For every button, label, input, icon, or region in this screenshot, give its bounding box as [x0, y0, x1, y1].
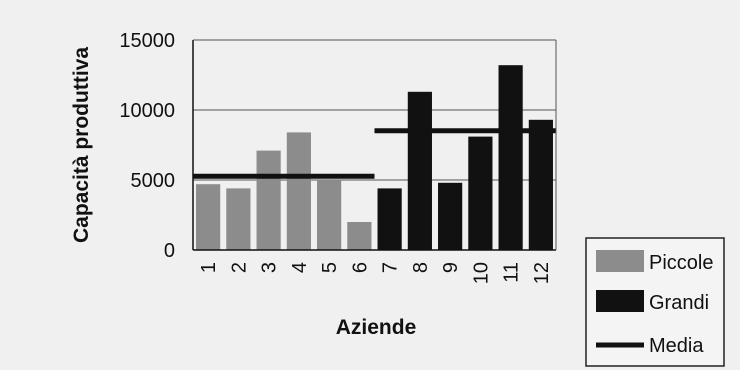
bar-grandi-11: [498, 65, 523, 250]
x-tick-label: 2: [228, 262, 250, 273]
legend-label-media: Media: [649, 335, 704, 357]
x-axis-title: Aziende: [336, 316, 417, 339]
y-tick-label: 5000: [131, 170, 176, 192]
bars: [196, 65, 553, 250]
x-tick-label: 8: [410, 262, 432, 273]
x-tick-label: 9: [440, 262, 462, 273]
x-tick-labels: 1 2 3 4 5 6 7 8 9 10 11 12: [198, 262, 553, 284]
y-axis-title: Capacità produttiva: [70, 47, 93, 243]
y-tick-label: 15000: [119, 30, 175, 52]
media-lines: [193, 128, 556, 179]
bar-piccole-3: [256, 150, 281, 250]
legend-swatch-grandi: [596, 290, 644, 312]
y-tick-labels: 0 5000 10000 15000: [119, 30, 175, 262]
x-tick-label: 6: [349, 262, 371, 273]
x-tick-label: 11: [501, 262, 523, 283]
bar-grandi-9: [438, 182, 463, 250]
y-tick-label: 10000: [119, 100, 175, 122]
bar-piccole-1: [196, 184, 221, 250]
axes: [192, 39, 557, 251]
bar-grandi-7: [377, 188, 402, 250]
x-tick-label: 7: [380, 262, 402, 273]
bar-grandi-10: [468, 136, 493, 250]
bar-grandi-12: [528, 119, 553, 250]
x-tick-label: 3: [259, 262, 281, 273]
x-tick-label: 10: [470, 262, 492, 284]
bar-piccole-2: [226, 188, 251, 250]
x-tick-label: 4: [289, 262, 311, 273]
bar-piccole-6: [347, 222, 372, 250]
legend: Piccole Grandi Media: [585, 237, 725, 367]
legend-label-piccole: Piccole: [649, 252, 713, 274]
y-tick-label: 0: [164, 240, 175, 262]
bar-grandi-8: [407, 91, 432, 250]
bar-piccole-4: [286, 132, 311, 250]
legend-label-grandi: Grandi: [649, 292, 709, 314]
bar-piccole-5: [317, 180, 342, 250]
x-tick-label: 12: [531, 262, 553, 284]
x-tick-label: 1: [198, 262, 220, 273]
x-tick-label: 5: [319, 262, 341, 273]
legend-swatch-piccole: [596, 250, 644, 272]
